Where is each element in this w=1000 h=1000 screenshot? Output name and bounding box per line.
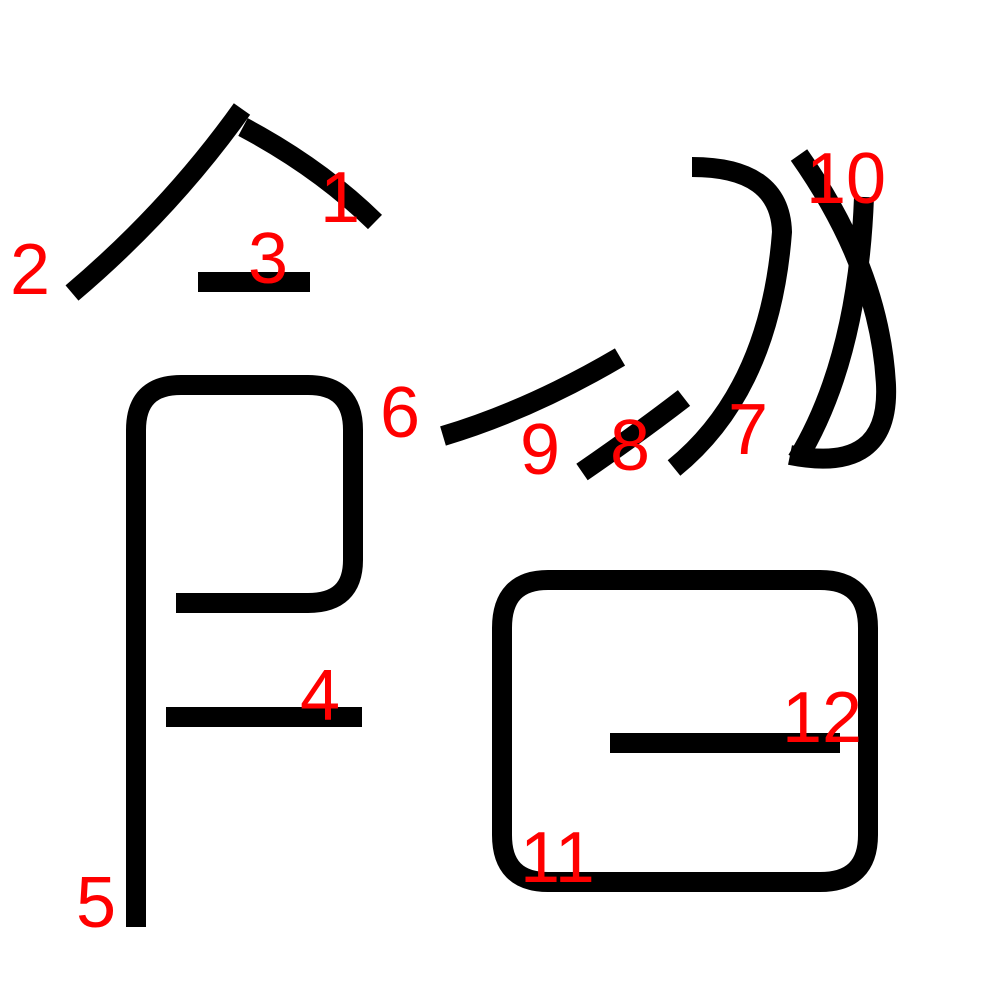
stroke-1 xyxy=(238,118,383,230)
stroke-11 xyxy=(492,570,878,892)
stroke-label-1: 1 xyxy=(320,158,360,238)
stroke-5 xyxy=(126,375,363,927)
stroke-label-8: 8 xyxy=(610,406,650,486)
stroke-label-4: 4 xyxy=(300,656,340,736)
stroke-2 xyxy=(65,103,251,301)
stroke-label-10: 10 xyxy=(806,139,886,219)
stroke-6 xyxy=(440,348,626,446)
stroke-7 xyxy=(667,157,792,476)
stroke-10-hook xyxy=(788,196,874,466)
stroke-8 xyxy=(576,390,691,481)
stroke-label-3: 3 xyxy=(248,219,288,299)
stroke-label-11: 11 xyxy=(520,818,595,898)
stroke-label-2: 2 xyxy=(10,230,50,310)
stroke-label-7: 7 xyxy=(728,390,768,470)
stroke-label-9: 9 xyxy=(520,410,560,490)
stroke-label-12: 12 xyxy=(782,678,862,758)
stroke-label-5: 5 xyxy=(76,863,116,943)
stroke-label-6: 6 xyxy=(380,373,420,453)
stroke-10 xyxy=(788,149,897,469)
